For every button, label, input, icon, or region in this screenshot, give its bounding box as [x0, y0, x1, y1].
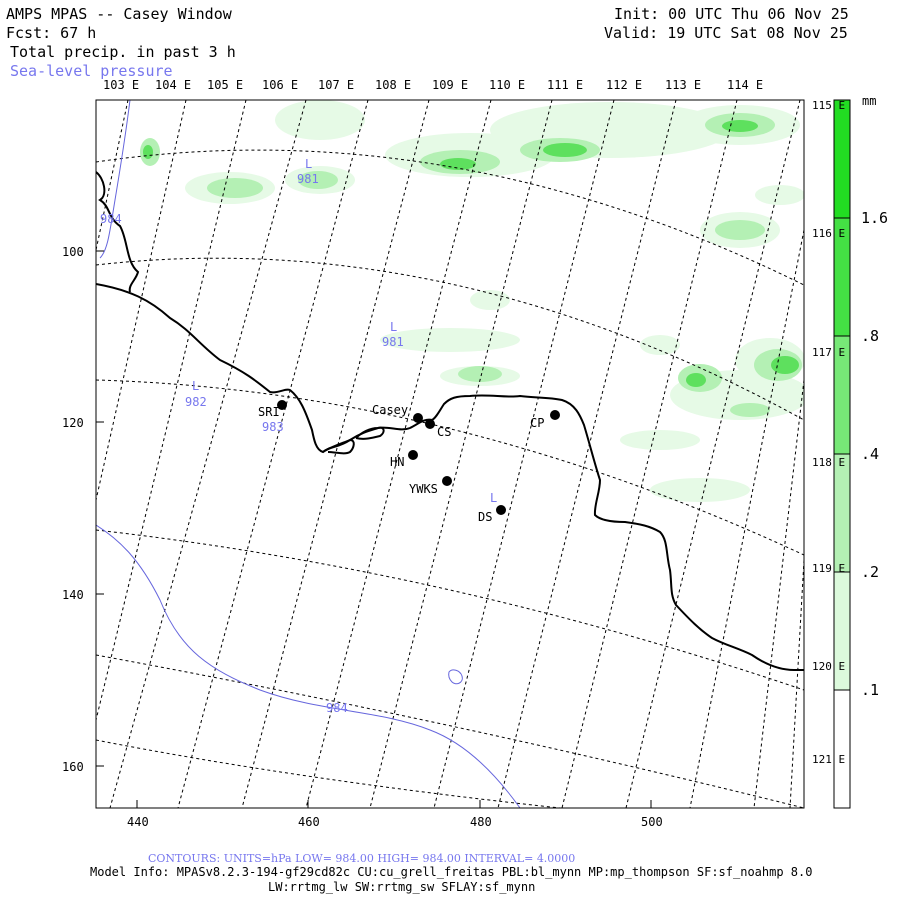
- low-marker: L: [192, 379, 199, 393]
- lon-label: 121 E: [812, 753, 845, 766]
- colorbar-label: .8: [861, 327, 879, 345]
- pressure-value: 982: [185, 395, 207, 409]
- pressure-value: 981: [382, 335, 404, 349]
- colorbar-segment: [834, 690, 850, 808]
- lon-label: 103 E: [103, 78, 139, 92]
- pressure-value: 984: [326, 701, 348, 715]
- station-cp-marker: [550, 410, 560, 420]
- right-lon-labels: 115 E 116 E 117 E 118 E 119 E 120 E 121 …: [812, 99, 845, 766]
- pressure-value: 981: [297, 172, 319, 186]
- lon-label: 116 E: [812, 227, 845, 240]
- lon-label: 111 E: [547, 78, 583, 92]
- overlay-name: Sea-level pressure: [10, 62, 173, 80]
- colorbar-label: 1.6: [861, 209, 888, 227]
- colorbar-segment: [834, 100, 850, 218]
- left-tick-label: 120: [62, 416, 84, 430]
- map-frame: [95, 99, 805, 809]
- lon-label: 114 E: [727, 78, 763, 92]
- bottom-tick-label: 440: [127, 815, 149, 829]
- left-tick-label: 160: [62, 760, 84, 774]
- init-time: Init: 00 UTC Thu 06 Nov 25: [614, 5, 849, 23]
- colorbar-segment: [834, 218, 850, 336]
- model-info: Model Info: MPASv8.2.3-194-gf29cd82c CU:…: [90, 865, 813, 879]
- contour-info: CONTOURS: UNITS=hPa LOW= 984.00 HIGH= 98…: [148, 852, 576, 865]
- lon-label: 104 E: [155, 78, 191, 92]
- colorbar-segment: [834, 572, 850, 690]
- station-hn-label: HN: [390, 455, 404, 469]
- lon-label: 109 E: [432, 78, 468, 92]
- field-name: Total precip. in past 3 h: [10, 43, 236, 61]
- station-ywks-marker: [442, 476, 452, 486]
- pressure-value: 983: [262, 420, 284, 434]
- station-ywks-label: YWKS: [409, 482, 438, 496]
- forecast-hour: Fcst: 67 h: [6, 24, 97, 42]
- station-sri-label: SRI: [258, 405, 280, 419]
- station-sri-marker: [277, 400, 287, 410]
- low-marker: L: [390, 320, 397, 334]
- bottom-tick-label: 480: [470, 815, 492, 829]
- model-info-line2: LW:rrtmg_lw SW:rrtmg_sw SFLAY:sf_mynn: [268, 880, 536, 894]
- colorbar-segment: [834, 336, 850, 454]
- graticule: [96, 100, 804, 808]
- pressure-labels: L 981 984 L 981 L 982 983 L 984: [100, 157, 497, 715]
- left-axis-ticks: [96, 250, 652, 808]
- colorbar-label: .1: [861, 681, 879, 699]
- station-casey-marker: [413, 413, 423, 423]
- lon-label: 105 E: [207, 78, 243, 92]
- colorbar: mm 1.6 .8 .4 .2 .1: [833, 94, 888, 809]
- station-cp-label: CP: [530, 416, 544, 430]
- left-tick-label: 100: [62, 245, 84, 259]
- axis-labels: 100 120 140 160 440 460 480 500 103 E 10…: [62, 78, 763, 829]
- lon-label: 108 E: [375, 78, 411, 92]
- station-ds-label: DS: [478, 510, 492, 524]
- lon-label: 117 E: [812, 346, 845, 359]
- lon-label: 112 E: [606, 78, 642, 92]
- lon-label: 119 E: [812, 562, 845, 575]
- pressure-contours: [96, 100, 521, 808]
- lon-label: 106 E: [262, 78, 298, 92]
- left-tick-label: 140: [62, 588, 84, 602]
- station-hn-marker: [408, 450, 418, 460]
- colorbar-segment: [834, 454, 850, 572]
- low-marker: L: [305, 157, 312, 171]
- lon-label: 120 E: [812, 660, 845, 673]
- lon-label: 113 E: [665, 78, 701, 92]
- colorbar-label: .4: [861, 445, 879, 463]
- lon-label: 115 E: [812, 99, 845, 112]
- low-marker: L: [490, 491, 497, 505]
- bottom-tick-label: 460: [298, 815, 320, 829]
- valid-time: Valid: 19 UTC Sat 08 Nov 25: [604, 24, 848, 42]
- map-title: AMPS MPAS -- Casey Window: [6, 5, 232, 23]
- coastline: [96, 171, 804, 671]
- station-ds-marker: [496, 505, 506, 515]
- lon-label: 110 E: [489, 78, 525, 92]
- lon-label: 107 E: [318, 78, 354, 92]
- bottom-tick-label: 500: [641, 815, 663, 829]
- station-cs-marker: [425, 419, 435, 429]
- stations: SRI Casey CS HN YWKS DS CP: [258, 400, 560, 524]
- colorbar-unit: mm: [862, 94, 876, 108]
- colorbar-label: .2: [861, 563, 879, 581]
- pressure-value: 984: [100, 212, 122, 226]
- station-cs-label: CS: [437, 425, 451, 439]
- station-casey-label: Casey: [372, 403, 408, 417]
- lon-label: 118 E: [812, 456, 845, 469]
